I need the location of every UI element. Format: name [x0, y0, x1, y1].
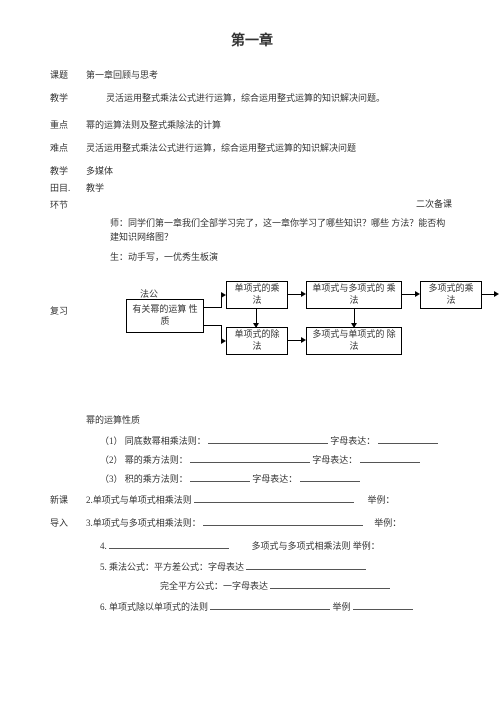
- rule-n2: 2.单项式与单项式相乘法则 举例：: [86, 493, 454, 506]
- row-new: 新课 2.单项式与单项式相乘法则 举例：: [50, 493, 454, 506]
- page-title: 第一章: [50, 30, 454, 50]
- row-step: 环节: [50, 198, 454, 211]
- blank: [360, 453, 420, 463]
- label-step: 环节: [50, 198, 86, 211]
- box-poly-mono-div: 多项式与单项式的 除法: [306, 327, 402, 355]
- blank: [270, 579, 390, 589]
- row-teach: 教学 灵活运用整式乘法公式进行运算，综合运用整式运算的知识解决问题。: [50, 91, 454, 104]
- box-mono-mult: 单项式的乘 法: [226, 281, 288, 309]
- n4-num: 4.: [100, 541, 107, 551]
- blank: [109, 539, 229, 549]
- label-media: 教学: [50, 164, 86, 177]
- blank: [208, 434, 328, 444]
- rule-n4: 4. 多项式与多项式相乘法则 举例：: [100, 539, 454, 552]
- row-media: 教学 多媒体: [50, 164, 454, 177]
- blank: [378, 434, 438, 444]
- n3-text: 3.单项式与多项式相乘法则：: [86, 518, 201, 528]
- row-focus: 重点 幂的运算法则及整式乘除法的计算: [50, 118, 454, 131]
- blank: [300, 472, 360, 482]
- rule-1: （1） 同底数幂相乘法则： 字母表达：: [100, 434, 454, 447]
- r1-b: 字母表达：: [330, 436, 375, 446]
- text-topic: 第一章回顾与思考: [86, 68, 454, 81]
- blank: [194, 493, 354, 503]
- text-media: 多媒体: [86, 164, 454, 177]
- blank: [353, 600, 413, 610]
- blank: [203, 516, 363, 526]
- label-topic: 课题: [50, 68, 86, 81]
- rule-3: （3） 积的乘方法则： 字母表达：: [100, 472, 454, 485]
- n6-ex: 举例: [333, 602, 351, 612]
- label-teach: 教学: [50, 91, 86, 104]
- row-plan: 田目. 教学: [50, 181, 454, 194]
- student-line: 生：动手写，一优秀生板演: [110, 250, 454, 263]
- blank: [246, 560, 366, 570]
- rule-n6: 6. 单项式除以单项式的法则 举例: [100, 600, 454, 613]
- n5-text: 5. 乘法公式：平方差公式：字母表达: [100, 562, 244, 572]
- row-guide: 导入 3.单项式与多项式相乘法则： 举例：: [50, 516, 454, 529]
- n3-ex: 举例：: [374, 518, 401, 528]
- n5b-text: 完全平方公式：一字母表达: [160, 581, 268, 591]
- text-plan: 教学: [86, 181, 454, 194]
- rule-n5b: 完全平方公式：一字母表达: [160, 579, 454, 592]
- teacher-line: 师：同学们第一章我们全部学习完了，这一章你学习了哪些知识？哪些 方法？能否构建知…: [110, 217, 454, 244]
- rule-2: （2） 幂的乘方法则： 字母表达：: [100, 453, 454, 466]
- secondary-note: 二次备课: [416, 197, 452, 210]
- n2-ex: 举例：: [368, 495, 395, 505]
- r3-a: 积的乘方法则：: [125, 474, 188, 484]
- r3-num: （3）: [100, 474, 123, 484]
- label-review: 复习: [50, 269, 86, 395]
- n2-text: 2.单项式与单项式相乘法则: [86, 495, 192, 505]
- n6-text: 6. 单项式除以单项式的法则: [100, 602, 208, 612]
- r2-a: 幂的乘方法则：: [125, 455, 188, 465]
- box-poly-mult: 多项式的乘 法: [420, 281, 482, 309]
- text-diff: 灵活运用整式乘法公式进行运算，综合运用整式运算的知识解决问题: [86, 141, 454, 154]
- blank: [190, 453, 310, 463]
- row-topic: 课题 第一章回顾与思考: [50, 68, 454, 81]
- rule-n5: 5. 乘法公式：平方差公式：字母表达: [100, 560, 454, 573]
- rule-n3: 3.单项式与多项式相乘法则： 举例：: [86, 516, 454, 529]
- box-mono-div: 单项式的除 法: [226, 327, 288, 355]
- label-guide: 导入: [50, 516, 86, 529]
- text-focus: 幂的运算法则及整式乘除法的计算: [86, 118, 454, 131]
- label-new: 新课: [50, 493, 86, 506]
- r2-b: 字母表达：: [312, 455, 357, 465]
- r3-b: 字母表达：: [252, 474, 297, 484]
- label-diff: 难点: [50, 141, 86, 154]
- label-focus: 重点: [50, 118, 86, 131]
- n4-text: 多项式与多项式相乘法则 举例：: [252, 541, 380, 551]
- r1-a: 同底数幂相乘法则：: [125, 436, 206, 446]
- heading-powers: 幂的运算性质: [86, 413, 454, 426]
- r1-num: （1）: [100, 436, 123, 446]
- text-teach: 灵活运用整式乘法公式进行运算，综合运用整式运算的知识解决问题。: [86, 91, 454, 104]
- side-text: 法公: [140, 287, 158, 300]
- label-plan: 田目.: [50, 181, 86, 194]
- box-mono-poly-mult: 单项式与多项式的 乘法: [306, 281, 402, 309]
- blank: [190, 472, 250, 482]
- box-powers: 有关幂的运算 性质: [126, 299, 204, 333]
- r2-num: （2）: [100, 455, 123, 465]
- row-diff: 难点 灵活运用整式乘法公式进行运算，综合运用整式运算的知识解决问题: [50, 141, 454, 154]
- blank: [210, 600, 330, 610]
